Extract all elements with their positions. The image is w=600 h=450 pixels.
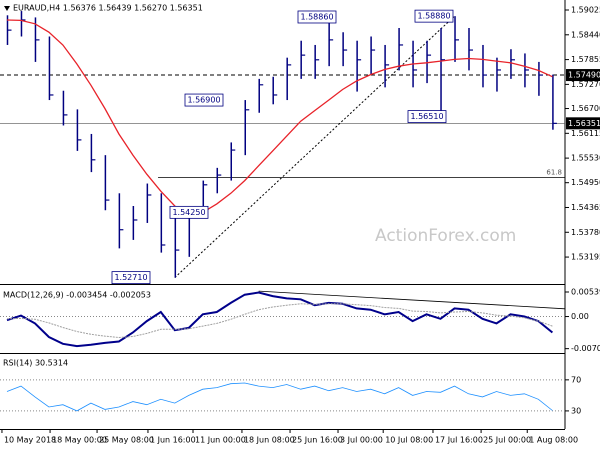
price-box-label: 1.57490 xyxy=(568,71,600,80)
y-tick-label: 1.55530 xyxy=(571,154,600,163)
swing-label-box xyxy=(414,9,454,23)
y-tick-label: 1.57270 xyxy=(571,80,600,89)
swing-label: 1.58880 xyxy=(417,12,450,21)
price-box xyxy=(566,117,600,130)
series-line xyxy=(6,303,553,339)
x-tick-label: 17 Jul 16:00 xyxy=(435,436,483,445)
swing-label: 1.54250 xyxy=(172,208,205,217)
y-tick-label: 0.00 xyxy=(571,312,589,321)
series-line xyxy=(6,382,553,412)
swing-label: 1.58860 xyxy=(300,12,333,21)
swing-label-box xyxy=(407,110,447,123)
x-tick-label: 10 Jul 08:00 xyxy=(385,436,433,445)
y-tick-label: 0.005398 xyxy=(571,288,600,297)
swing-label: 1.56510 xyxy=(410,112,443,121)
panel-title: RSI(14) 30.5314 xyxy=(3,359,68,368)
panel-title: MACD(12,26,9) -0.003454 -0.002053 xyxy=(3,291,151,300)
fib-label: 61.8 xyxy=(546,169,562,177)
x-tick-label: 3 Jul 00:00 xyxy=(340,436,383,445)
y-tick-label: 1.53195 xyxy=(571,253,600,262)
series-line xyxy=(6,291,554,348)
y-tick-label: 1.54365 xyxy=(571,203,600,212)
y-tick-label: 1.53780 xyxy=(571,228,600,237)
y-tick-label: 1.54950 xyxy=(571,178,600,187)
moving-average xyxy=(6,19,553,216)
swing-label-box xyxy=(184,93,224,107)
x-tick-label: 25 May 08:00 xyxy=(99,436,154,445)
swing-label-box xyxy=(169,205,209,219)
swing-label: 1.56900 xyxy=(187,96,220,105)
y-tick-label: 1.56700 xyxy=(571,104,600,113)
trendline xyxy=(258,290,566,310)
price-box-label: 1.56351 xyxy=(568,119,600,128)
y-tick-label: 1.57855 xyxy=(571,55,600,64)
price-box xyxy=(566,69,600,82)
y-tick-label: -0.007064 xyxy=(571,344,600,353)
x-tick-label: 25 Jun 16:00 xyxy=(292,436,343,445)
x-tick-label: 1 Jun 16:00 xyxy=(150,436,196,445)
watermark: ActionForex.com xyxy=(375,226,516,246)
x-tick-label: 18 May 00:00 xyxy=(52,436,107,445)
y-tick-label: 30 xyxy=(571,406,581,415)
symbol-icon xyxy=(4,6,10,11)
panel-title: EURAUD,H4 1.56376 1.56439 1.56270 1.5635… xyxy=(13,4,203,13)
x-tick-label: 1 Aug 08:00 xyxy=(529,436,578,445)
y-tick-label: 1.56115 xyxy=(571,129,600,138)
y-tick-label: 1.58440 xyxy=(571,30,600,39)
swing-label: 1.52710 xyxy=(114,273,147,282)
x-tick-label: 25 Jul 00:00 xyxy=(483,436,531,445)
x-tick-label: 10 May 2018 xyxy=(4,436,56,445)
x-tick-label: 18 Jun 08:00 xyxy=(244,436,295,445)
y-tick-label: 1.59025 xyxy=(571,6,600,15)
swing-label-box xyxy=(297,10,337,24)
swing-label-box xyxy=(111,271,151,285)
y-tick-label: 70 xyxy=(571,375,581,384)
x-tick-label: 11 Jun 00:00 xyxy=(195,436,246,445)
